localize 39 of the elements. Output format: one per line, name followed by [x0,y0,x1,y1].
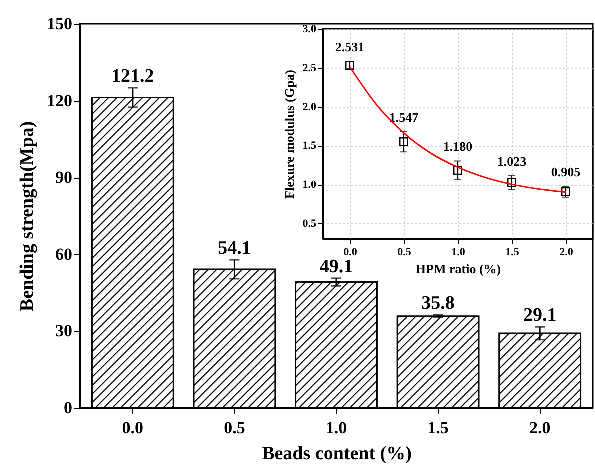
data-label: 49.1 [320,256,354,278]
y-tick-label: 150 [47,14,72,34]
point [508,178,516,188]
x-axis-title: Beads content (%) [262,444,412,464]
data-label: 121.2 [112,66,154,87]
y-tick-label: 1.5 [302,140,317,152]
x-tick-label: 1.5 [428,418,449,438]
x-tick-label: 1.5 [506,246,520,258]
y-axis-title: Flexure modulus (Gpa) [282,70,297,200]
y-tick-label: 120 [47,91,72,110]
x-tick-label: 0.0 [344,246,358,258]
y-tick-label: 3.0 [302,24,317,36]
x-axis-title: HPM ratio (%) [416,262,502,276]
data-label: 1.547 [389,110,420,125]
y-axis-title: Bending strength(Mpa) [17,121,38,312]
y-tick-label: 90 [56,168,72,188]
point [400,138,408,146]
y-tick-label: 1.0 [302,179,317,192]
y-tick-label: 60 [56,244,72,264]
data-label: 54.1 [218,238,252,260]
data-label: 2.531 [335,40,365,55]
y-tick-label: 30 [56,322,72,341]
x-tick-label: 2.0 [529,418,551,438]
data-label: 29.1 [523,305,557,326]
y-tick-label: 0 [64,398,72,418]
y-tick-label: 0.5 [302,218,317,230]
y-tick-label: 2.0 [302,101,317,114]
point [454,166,462,176]
x-tick-label: 1.0 [326,418,348,438]
data-label: 1.023 [497,154,528,169]
x-tick-label: 0.5 [398,246,412,258]
data-label: 35.8 [422,293,455,314]
x-tick-label: 2.0 [560,246,574,258]
data-label: 0.905 [551,164,582,180]
x-tick-label: 0.0 [122,418,144,438]
data-label: 1.180 [443,139,473,154]
x-tick-label: 1.0 [452,246,466,258]
y-tick-label: 2.5 [302,62,317,74]
x-tick-label: 0.5 [224,418,246,438]
